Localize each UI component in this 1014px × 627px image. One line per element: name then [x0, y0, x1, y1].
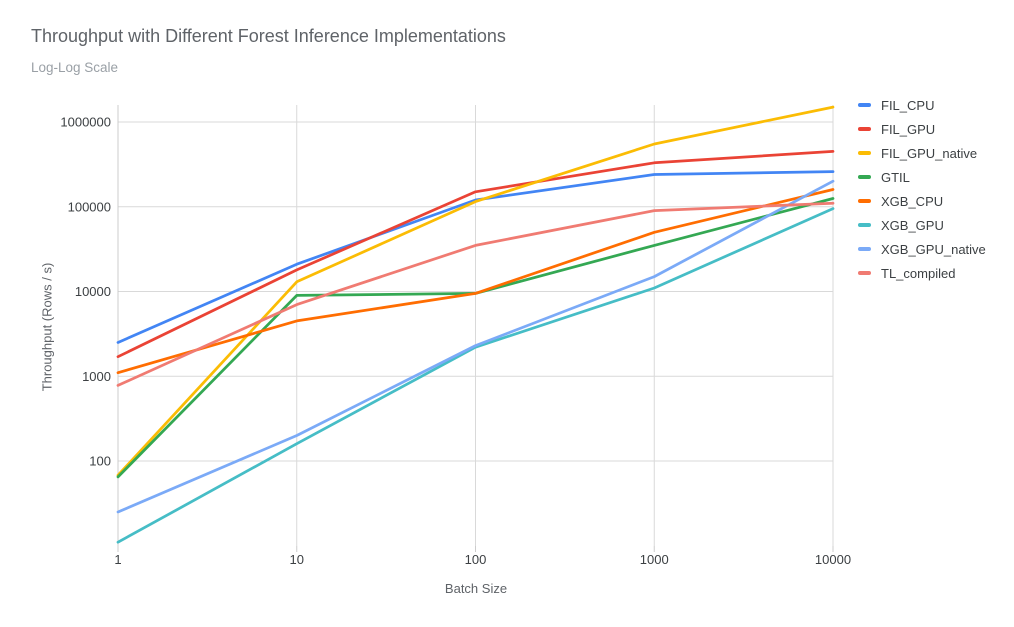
legend-swatch-icon [858, 247, 871, 251]
x-tick-label: 100 [465, 552, 487, 567]
legend: FIL_CPU FIL_GPU FIL_GPU_native GTIL XGB_CPU X… [858, 93, 986, 285]
series-line-FIL_GPU_native [116, 105, 835, 477]
legend-label: XGB_GPU_native [881, 241, 986, 257]
legend-item-TL_compiled: TL_compiled [858, 261, 986, 285]
x-axis-title: Batch Size [444, 581, 508, 596]
legend-label: FIL_CPU [881, 97, 935, 113]
legend-swatch-icon [858, 199, 871, 203]
y-tick-label: 100 [89, 454, 111, 469]
series-line-TL_compiled [116, 201, 835, 387]
legend-swatch-icon [858, 175, 871, 179]
legend-item-GTIL: GTIL [858, 165, 986, 189]
legend-item-XGB_GPU: XGB_GPU [858, 213, 986, 237]
legend-label: TL_compiled [881, 265, 956, 281]
y-tick-label: 1000 [82, 369, 111, 384]
x-tick-label: 1 [114, 552, 121, 567]
chart-title: Throughput with Different Forest Inferen… [31, 26, 506, 46]
y-tick-label: 100000 [68, 199, 111, 214]
legend-swatch-icon [858, 103, 871, 107]
legend-item-FIL_GPU: FIL_GPU [858, 117, 986, 141]
legend-label: FIL_GPU_native [881, 145, 978, 161]
legend-item-XGB_CPU: XGB_CPU [858, 189, 986, 213]
series-line-XGB_GPU [116, 207, 835, 544]
x-tick-label: 10000 [815, 552, 851, 567]
legend-item-FIL_GPU_native: FIL_GPU_native [858, 141, 986, 165]
x-tick-label: 10 [290, 552, 304, 567]
y-tick-label: 10000 [75, 284, 111, 299]
legend-label: XGB_CPU [881, 193, 944, 209]
x-tick-label: 1000 [640, 552, 669, 567]
legend-item-FIL_CPU: FIL_CPU [858, 93, 986, 117]
series-line-FIL_CPU [116, 170, 835, 344]
series-line-XGB_CPU [116, 188, 835, 375]
legend-label: XGB_GPU [881, 217, 944, 233]
chart-subtitle: Log-Log Scale [31, 60, 119, 75]
y-tick-label: 1000000 [60, 115, 111, 130]
series-line-XGB_GPU_native [116, 179, 835, 514]
legend-swatch-icon [858, 271, 871, 275]
series-line-FIL_GPU [116, 150, 835, 359]
legend-swatch-icon [858, 223, 871, 227]
legend-swatch-icon [858, 127, 871, 131]
legend-item-XGB_GPU_native: XGB_GPU_native [858, 237, 986, 261]
legend-label: GTIL [881, 169, 910, 185]
legend-swatch-icon [858, 151, 871, 155]
legend-label: FIL_GPU [881, 121, 936, 137]
